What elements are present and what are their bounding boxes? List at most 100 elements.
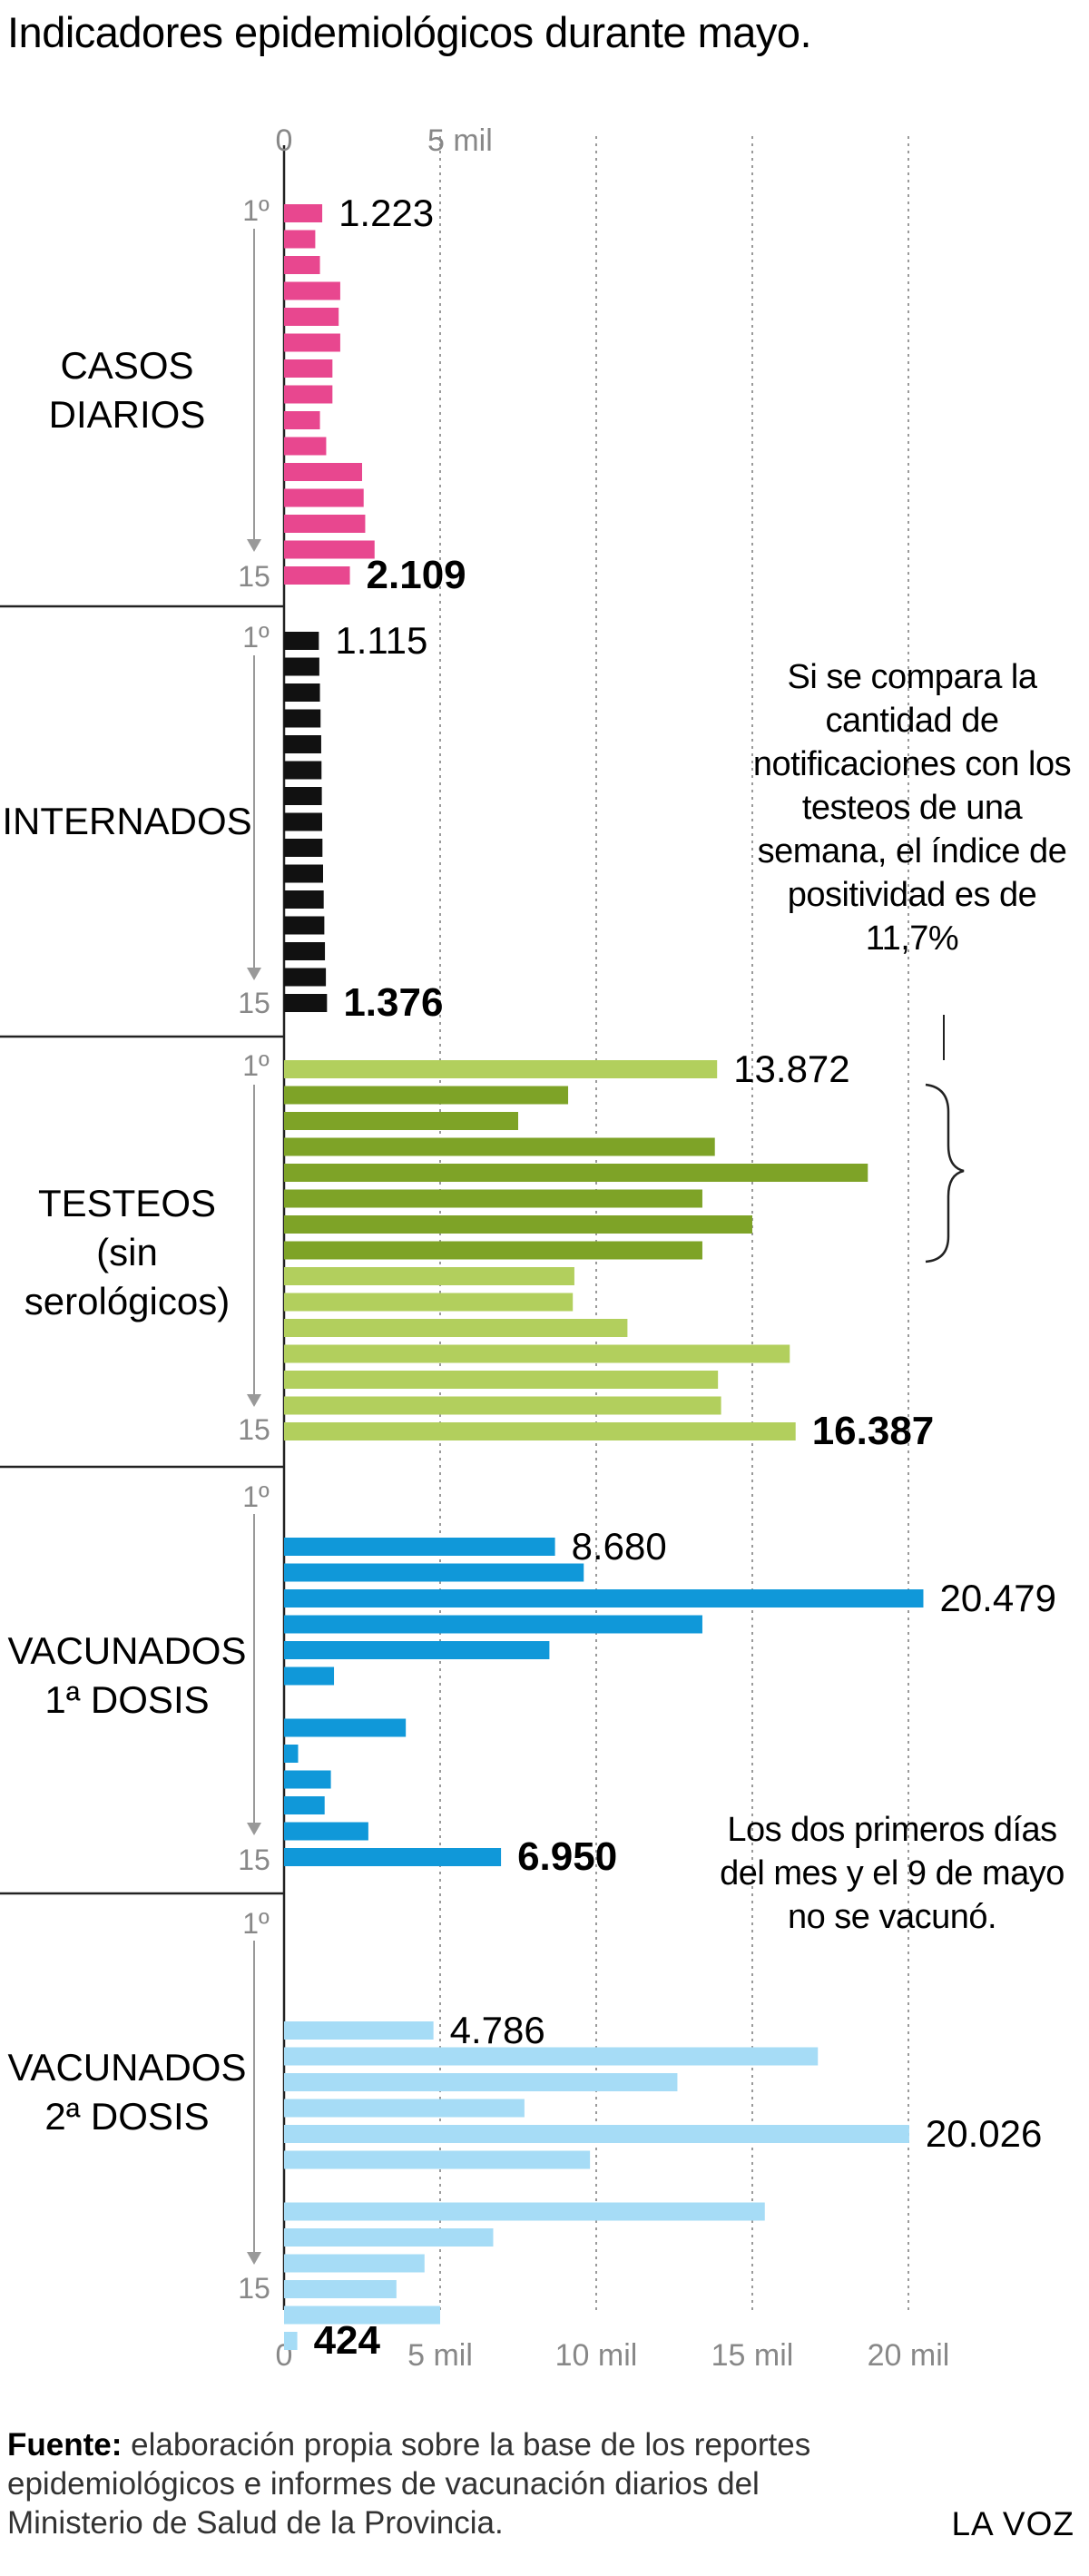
bar-day-2: [284, 1086, 569, 1105]
panel-label: serológicos): [25, 1280, 230, 1322]
value-label-day-5: 20.479: [939, 1577, 1055, 1619]
bar-day-14: [284, 1396, 721, 1415]
source-note: Fuente: elaboración propia sobre la base…: [7, 2425, 824, 2542]
bar-day-15: [284, 994, 328, 1012]
bar-day-13: [284, 1796, 325, 1814]
bar-day-10: [284, 864, 323, 883]
panel-label: TESTEOS: [38, 1182, 216, 1224]
bottom-tick-label: 15 mil: [711, 2338, 794, 2373]
bar-day-14: [284, 968, 327, 987]
bar-day-15: [284, 1848, 502, 1866]
bar-day-15: [284, 566, 350, 585]
bar-day-5: [284, 1589, 924, 1608]
bar-day-6: [284, 333, 340, 352]
day-label-first: 1º: [242, 194, 270, 227]
bottom-tick-label: 20 mil: [868, 2338, 950, 2373]
bottom-tick-label: 10 mil: [555, 2338, 638, 2373]
bar-day-6: [284, 1615, 702, 1634]
source-text: elaboración propia sobre la base de los …: [7, 2427, 811, 2541]
bar-day-8: [284, 2150, 591, 2169]
day-arrow-head: [247, 1394, 261, 1407]
panel-label: CASOS: [60, 344, 193, 387]
value-label-day-15: 2.109: [367, 553, 466, 597]
bar-day-10: [284, 1293, 574, 1312]
day-label-last: 15: [238, 560, 270, 593]
bottom-tick-label: 5 mil: [407, 2338, 473, 2373]
panel-label: (sin: [96, 1231, 158, 1273]
source-label: Fuente:: [7, 2427, 123, 2463]
day-arrow-head: [247, 2252, 261, 2265]
bar-day-12: [284, 1344, 790, 1363]
value-label-day-15: 424: [314, 2318, 381, 2363]
bar-day-5: [284, 2073, 678, 2091]
bar-day-6: [284, 1189, 702, 1208]
bar-day-2: [284, 230, 316, 249]
bar-day-14: [284, 2306, 440, 2325]
bar-day-1: [284, 1060, 718, 1078]
bar-day-3: [284, 256, 320, 274]
bar-day-4: [284, 281, 340, 300]
bar-day-15: [284, 2332, 298, 2350]
bar-day-10: [284, 1718, 407, 1737]
panel-label: 1ª DOSIS: [44, 1678, 209, 1721]
bar-day-1: [284, 632, 319, 650]
bar-day-13: [284, 515, 366, 533]
bar-day-8: [284, 385, 333, 404]
panel-label: 2ª DOSIS: [44, 2095, 209, 2138]
bar-day-14: [284, 1822, 368, 1841]
bar-day-4: [284, 2047, 819, 2066]
panel-label: INTERNADOS: [2, 800, 251, 842]
bar-day-14: [284, 540, 375, 559]
day-label-first: 1º: [242, 1480, 270, 1513]
panel-label: DIARIOS: [49, 393, 206, 436]
bar-day-12: [284, 2254, 425, 2273]
bar-day-12: [284, 488, 364, 507]
bar-day-13: [284, 1371, 719, 1389]
day-arrow-head: [247, 1823, 261, 1835]
value-label-day-1: 13.872: [733, 1047, 849, 1090]
week-bracket: [925, 1083, 965, 1263]
bar-day-12: [284, 916, 325, 935]
value-label-day-3: 4.786: [450, 2009, 545, 2051]
day-label-first: 1º: [242, 1907, 270, 1940]
bar-day-6: [284, 2099, 525, 2118]
positivity-note: Si se compara la cantidad de notificacio…: [752, 658, 1072, 958]
day-arrow-head: [247, 968, 261, 980]
value-label-day-15: 1.376: [343, 980, 443, 1025]
bar-day-7: [284, 787, 322, 805]
bar-day-2: [284, 657, 319, 676]
bar-day-11: [284, 1319, 628, 1337]
bar-day-3: [284, 1112, 518, 1130]
bar-day-12: [284, 1770, 331, 1789]
vaccination-note: Los dos primeros días del mes y el 9 de …: [720, 1811, 1064, 1936]
day-label-last: 15: [238, 1844, 270, 1876]
bar-day-6: [284, 761, 322, 780]
value-label-day-15: 6.950: [517, 1834, 617, 1879]
bar-day-13: [284, 2280, 397, 2298]
bar-day-11: [284, 890, 324, 909]
value-label-day-1: 1.223: [338, 192, 434, 234]
bar-day-3: [284, 1538, 555, 1556]
bar-day-8: [284, 812, 322, 831]
bar-day-11: [284, 2228, 494, 2247]
bar-day-13: [284, 942, 326, 960]
bar-day-15: [284, 1422, 796, 1440]
bar-day-4: [284, 1137, 715, 1156]
panel-label: VACUNADOS: [8, 2046, 247, 2089]
bar-day-7: [284, 2125, 909, 2143]
bar-day-7: [284, 359, 333, 378]
bar-day-10: [284, 2202, 765, 2221]
bar-day-9: [284, 411, 320, 429]
bar-day-7: [284, 1215, 752, 1234]
bar-day-7: [284, 1641, 550, 1659]
day-label-first: 1º: [242, 621, 270, 654]
day-label-last: 15: [238, 987, 270, 1019]
day-arrow-head: [247, 539, 261, 552]
day-label-last: 15: [238, 1413, 270, 1446]
bar-day-10: [284, 437, 327, 456]
bar-day-5: [284, 308, 339, 326]
bar-day-3: [284, 683, 320, 702]
bar-day-9: [284, 1267, 574, 1285]
value-label-day-1: 1.115: [335, 619, 427, 662]
bar-day-8: [284, 1241, 702, 1260]
